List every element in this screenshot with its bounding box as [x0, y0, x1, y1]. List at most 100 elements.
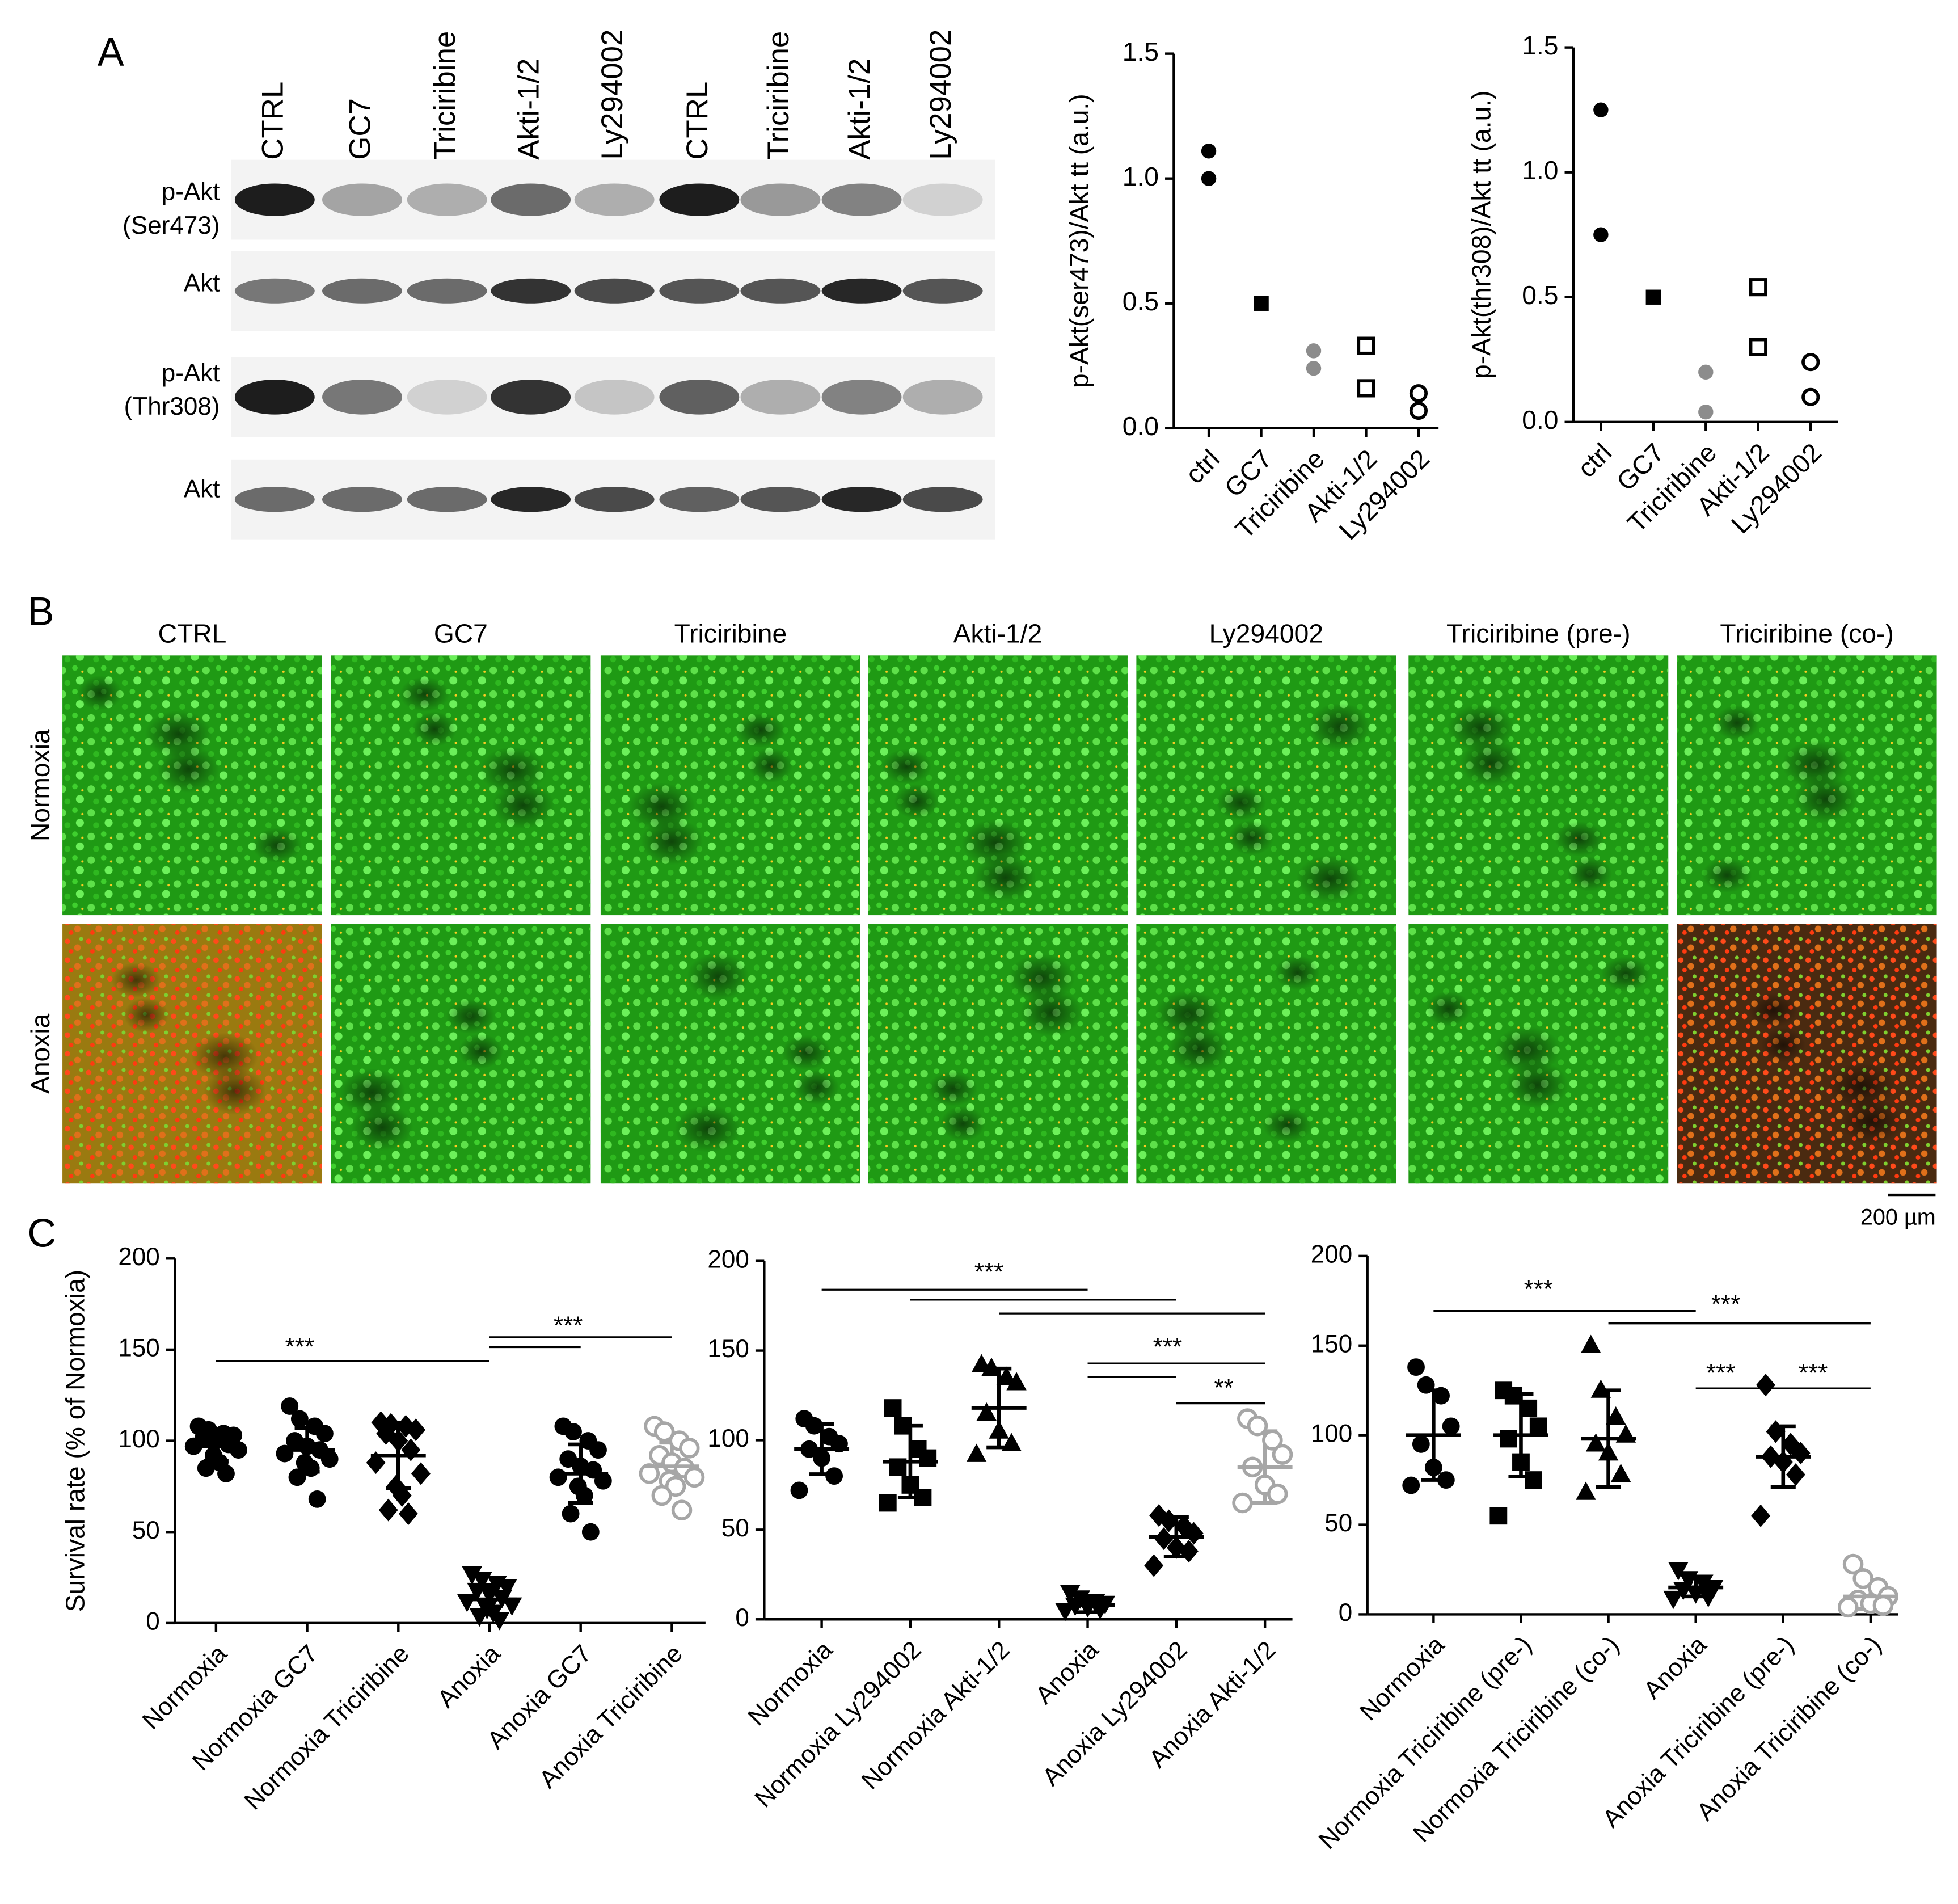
blot-band [322, 278, 402, 304]
blot-band [491, 487, 571, 512]
data-point [671, 1499, 693, 1520]
y-tick-label: 0 [146, 1607, 159, 1635]
data-point [1520, 1399, 1538, 1417]
micrograph-void [782, 1035, 832, 1070]
data-point [197, 1459, 215, 1477]
data-point [1593, 102, 1609, 117]
blot-row-label: Akt [184, 269, 220, 297]
micrograph-void [1296, 855, 1364, 903]
data-point [1693, 1574, 1714, 1593]
data-point [678, 1438, 700, 1459]
y-tick-label: 100 [118, 1425, 159, 1453]
data-point [1412, 1435, 1430, 1453]
y-tick-label: 200 [118, 1243, 159, 1271]
y-tick-label: 0.5 [1522, 280, 1558, 310]
data-point [653, 1421, 675, 1442]
x-tick-label: Normoxia Triciribine [239, 1640, 415, 1815]
blot-band [902, 487, 983, 512]
data-point [1678, 1571, 1699, 1590]
data-point [472, 1572, 492, 1590]
data-point [1402, 1476, 1420, 1494]
data-point [1590, 1379, 1611, 1398]
data-point [981, 1357, 1002, 1376]
blot-band [407, 278, 487, 304]
data-point [217, 1464, 235, 1482]
data-point [989, 1420, 1009, 1439]
micrograph-void [674, 1105, 742, 1153]
data-point [1357, 336, 1375, 355]
blot-band [234, 379, 315, 415]
y-tick-label: 50 [132, 1517, 160, 1544]
micrograph-void [338, 1068, 406, 1117]
micrograph-void [445, 999, 496, 1034]
blot-band [740, 183, 821, 216]
significance-label: ** [1214, 1374, 1233, 1402]
x-tick-label: Normoxia [742, 1636, 838, 1731]
micrograph-void [927, 1071, 978, 1106]
data-point [879, 1494, 897, 1512]
data-point [1529, 1417, 1547, 1435]
micrograph-cells [331, 655, 591, 916]
micrograph-void [458, 1034, 504, 1069]
data-point [966, 1443, 987, 1462]
significance-label: *** [1711, 1291, 1740, 1319]
micrograph-void [1309, 702, 1372, 751]
y-tick-label: 1.5 [1522, 31, 1558, 60]
image-column-title: GC7 [434, 618, 488, 648]
micrograph-void [881, 749, 932, 785]
micrograph-void [1601, 956, 1651, 992]
data-point [1872, 1595, 1894, 1616]
image-row-label: Normoxia [26, 729, 55, 841]
lane-label: CTRL [256, 82, 289, 160]
blot-row-label: p-Akt [162, 359, 220, 387]
data-point [976, 1402, 997, 1421]
blot-band [234, 487, 315, 512]
micrograph-void [1567, 856, 1613, 892]
micrograph-cells [868, 924, 1128, 1184]
y-tick-label: 0.0 [1522, 405, 1558, 435]
micrograph-void [1782, 740, 1850, 788]
data-point [1698, 1589, 1719, 1608]
blot-band [574, 379, 655, 415]
micrograph-void [479, 746, 547, 794]
y-tick-label: 1.0 [1123, 162, 1159, 191]
blot-row-label: p-Akt [162, 178, 220, 206]
data-point [1668, 1562, 1689, 1581]
micrograph-void [735, 713, 786, 748]
data-point [1424, 1459, 1442, 1476]
data-point [1149, 1504, 1168, 1527]
micrograph-void [1007, 954, 1075, 1001]
x-tick-label: Anoxia [1030, 1636, 1104, 1709]
data-point [1201, 171, 1217, 186]
data-point [1272, 1444, 1293, 1465]
x-tick-label: Anoxia [1638, 1631, 1712, 1704]
x-tick-label: Normoxia Akti-1/2 [856, 1636, 1015, 1795]
data-point [497, 1579, 517, 1598]
micrograph-void [191, 1032, 259, 1080]
micrograph-void [145, 710, 213, 758]
data-point [562, 1505, 580, 1523]
x-tick-label: Normoxia Ly294002 [749, 1636, 926, 1813]
data-point [1267, 1483, 1288, 1505]
data-point [651, 1485, 673, 1506]
y-tick-label: 50 [721, 1514, 749, 1542]
y-axis-label: p-Akt(thr308)/Akt tt (a.u.) [1467, 90, 1496, 378]
data-point [1749, 278, 1767, 297]
data-point [392, 1484, 412, 1507]
data-point [378, 1498, 398, 1522]
data-point [1842, 1553, 1864, 1575]
data-point [805, 1417, 823, 1435]
micrograph-void [1155, 990, 1223, 1038]
data-point [581, 1523, 600, 1541]
y-tick-label: 0.5 [1123, 287, 1159, 316]
data-point [575, 1486, 593, 1505]
data-point [1525, 1471, 1542, 1489]
micrograph-void [894, 784, 939, 819]
data-point [1756, 1374, 1775, 1397]
data-point [549, 1468, 567, 1486]
data-point [1801, 353, 1820, 372]
data-point [315, 1425, 334, 1443]
data-point [1786, 1463, 1805, 1486]
significance-label: *** [1153, 1333, 1182, 1360]
significance-label: *** [1706, 1359, 1735, 1387]
